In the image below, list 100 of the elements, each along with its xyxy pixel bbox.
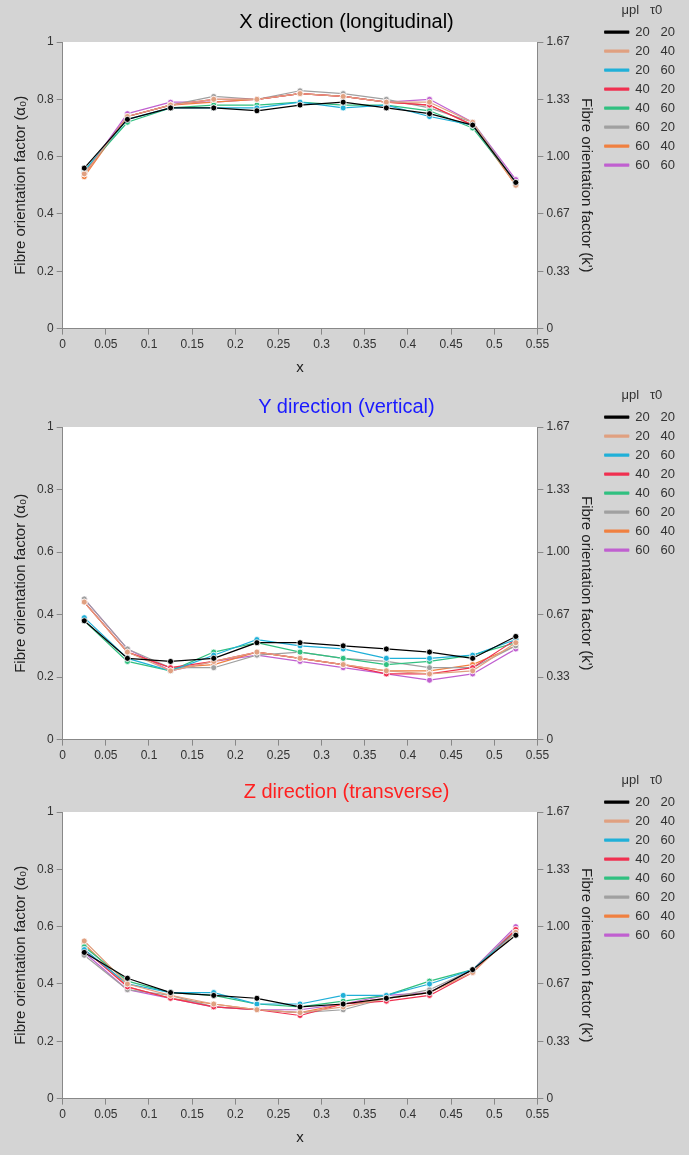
y-tick-label: 0.2: [36, 1033, 54, 1048]
x-tick-label: 0.1: [140, 1107, 158, 1122]
y-tick-label: 0: [46, 1090, 54, 1105]
y-tick-label: 1: [46, 34, 54, 49]
x-tick-label: 0.2: [226, 748, 244, 763]
x-tick-label: 0.5: [485, 337, 503, 352]
x-tick-label: 0.25: [266, 1107, 291, 1122]
legend-label: 60 40: [635, 522, 676, 538]
y-tick-label: 0.6: [36, 148, 54, 163]
x-tick-label: 0.15: [180, 1107, 205, 1122]
legend-label: 60 60: [635, 541, 676, 557]
legend-label: 20 40: [635, 427, 676, 443]
legend-label: 40 60: [635, 869, 676, 885]
x-tick-label: 0.55: [525, 748, 550, 763]
x-tick-label: 0.15: [180, 337, 205, 352]
y2-tick-label: 1.00: [546, 918, 571, 933]
x-tick-label: 0.25: [266, 748, 291, 763]
legend-label: 60 20: [635, 888, 676, 904]
y2-tick-label: 1.67: [546, 804, 571, 819]
y-axis-title: Fibre orientation factor (α₀): [11, 95, 29, 275]
legend-label: 40 60: [635, 484, 676, 500]
legend-label: 20 60: [635, 446, 676, 462]
legend-title: μpl τ0: [621, 2, 663, 18]
y2-tick-label: 1.33: [546, 861, 571, 876]
y-axis-title: Fibre orientation factor (α₀): [11, 493, 29, 673]
y-axis-title: Fibre orientation factor (α₀): [11, 865, 29, 1045]
y2-tick-label: 0.67: [546, 206, 571, 221]
y2-tick-label: 0.67: [546, 976, 571, 991]
y2-tick-label: 1.67: [546, 34, 571, 49]
legend-label: 40 20: [635, 80, 676, 96]
legend-label: 20 20: [635, 23, 676, 39]
y2-tick-label: 1.33: [546, 481, 571, 496]
x-tick-label: 0.1: [140, 748, 158, 763]
legend-label: 40 20: [635, 465, 676, 481]
y-tick-label: 0.8: [36, 861, 54, 876]
x-tick-label: 0.5: [485, 748, 503, 763]
x-axis-title: x: [296, 1128, 305, 1146]
legend-label: 60 20: [635, 503, 676, 519]
y2-tick-label: 0.33: [546, 1033, 571, 1048]
y2-tick-label: 0: [546, 731, 554, 746]
y2-tick-label: 1.00: [546, 148, 571, 163]
x-tick-label: 0.4: [399, 748, 417, 763]
y2-axis-title: Fibre orientation factor (k'): [578, 868, 596, 1043]
x-tick-label: 0.45: [439, 748, 464, 763]
legend-label: 60 20: [635, 118, 676, 134]
x-tick-label: 0.2: [226, 337, 244, 352]
legend-label: 20 40: [635, 812, 676, 828]
x-tick-label: 0.25: [266, 337, 291, 352]
x-tick-label: 0.35: [353, 748, 377, 763]
y2-tick-label: 1.00: [546, 544, 571, 559]
y-tick-label: 0.2: [36, 669, 54, 684]
legend-title: μpl τ0: [621, 387, 663, 403]
y2-tick-label: 1.67: [546, 419, 571, 434]
legend-label: 60 40: [635, 137, 676, 153]
chart-title: Y direction (vertical): [258, 394, 435, 417]
y-tick-label: 0.6: [36, 918, 54, 933]
legend-title: μpl τ0: [621, 772, 663, 788]
y-tick-label: 0.4: [36, 206, 54, 221]
x-tick-label: 0.4: [399, 337, 417, 352]
y-tick-label: 0.6: [36, 544, 54, 559]
y-tick-label: 0.4: [36, 976, 54, 991]
y2-tick-label: 0.33: [546, 263, 571, 278]
legend-label: 20 20: [635, 408, 676, 424]
x-tick-label: 0.1: [140, 337, 158, 352]
x-tick-label: 0.5: [485, 1107, 503, 1122]
y2-tick-label: 0.67: [546, 606, 571, 621]
legend-label: 20 20: [635, 793, 676, 809]
legend-label: 40 20: [635, 850, 676, 866]
x-tick-label: 0.15: [180, 748, 205, 763]
x-tick-label: 0.45: [439, 337, 464, 352]
x-tick-label: 0.3: [313, 1107, 331, 1122]
y-tick-label: 1: [46, 419, 54, 434]
x-tick-label: 0.05: [94, 748, 118, 763]
legend-label: 60 60: [635, 156, 676, 172]
y2-axis-title: Fibre orientation factor (k'): [578, 496, 596, 671]
chart-title: X direction (longitudinal): [239, 9, 454, 32]
legend-label: 20 60: [635, 61, 676, 77]
x-tick-label: 0.2: [226, 1107, 244, 1122]
y-tick-label: 0.8: [36, 91, 54, 106]
x-tick-label: 0.35: [353, 1107, 377, 1122]
y2-tick-label: 0: [546, 320, 554, 335]
x-tick-label: 0.35: [353, 337, 377, 352]
y-tick-label: 0: [46, 320, 54, 335]
legend-label: 40 60: [635, 99, 676, 115]
x-tick-label: 0.55: [525, 1107, 550, 1122]
chart-title: Z direction (transverse): [243, 779, 450, 802]
x-tick-label: 0.4: [399, 1107, 417, 1122]
x-tick-label: 0: [59, 1107, 67, 1122]
y-tick-label: 0: [46, 731, 54, 746]
x-tick-label: 0.3: [313, 337, 331, 352]
x-tick-label: 0.55: [525, 337, 550, 352]
x-tick-label: 0.05: [94, 1107, 118, 1122]
x-axis-title: x: [296, 358, 305, 376]
y-tick-label: 0.2: [36, 263, 54, 278]
x-tick-label: 0.05: [94, 337, 118, 352]
y2-axis-title: Fibre orientation factor (k'): [578, 98, 596, 273]
y2-tick-label: 0.33: [546, 669, 571, 684]
y-tick-label: 1: [46, 804, 54, 819]
legend-label: 60 40: [635, 907, 676, 923]
y-tick-label: 0.8: [36, 481, 54, 496]
